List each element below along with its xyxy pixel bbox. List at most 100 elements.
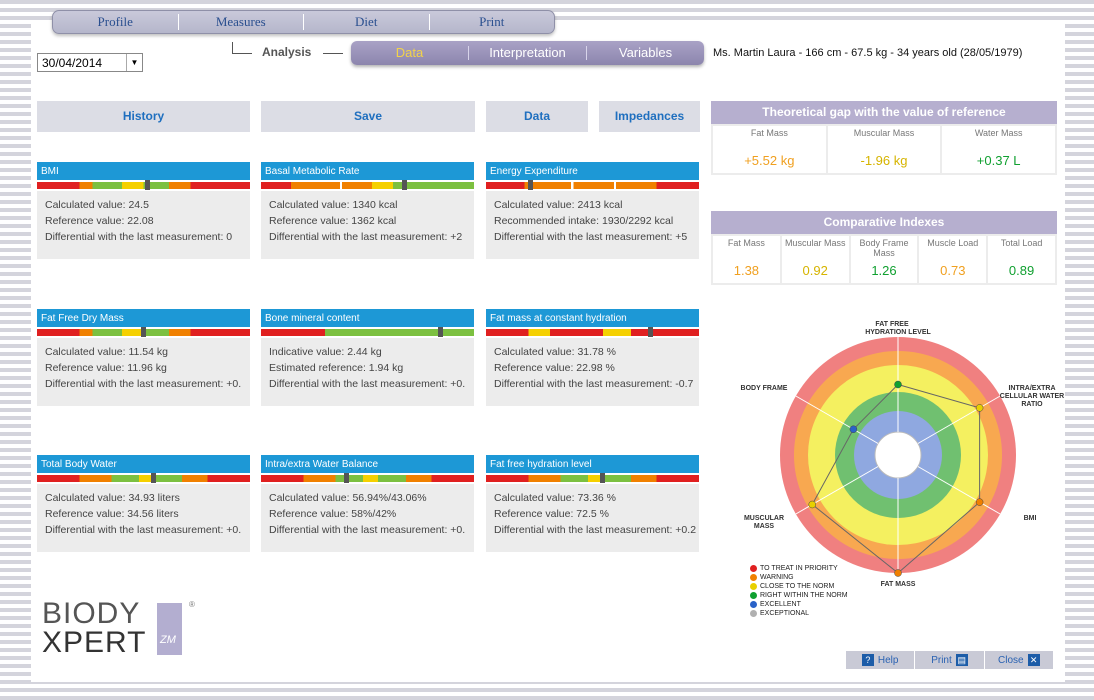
analysis-connector: [232, 42, 252, 54]
card-line-3: Differential with the last measurement: …: [494, 376, 691, 392]
index-body-frame-mass: Body Frame Mass 1.26: [851, 236, 918, 283]
card-line-1: Calculated value: 1340 kcal: [269, 197, 466, 213]
save-button[interactable]: Save: [261, 101, 475, 132]
card-line-1: Calculated value: 11.54 kg: [45, 344, 242, 360]
menu-measures[interactable]: Measures: [179, 14, 305, 30]
menu-profile[interactable]: Profile: [53, 14, 179, 30]
card-text: Calculated value: 24.5 Reference value: 2…: [37, 191, 250, 251]
index-fat-mass: Fat Mass 1.38: [713, 236, 780, 283]
legend-dot: [750, 610, 757, 617]
card-gauge: [37, 180, 250, 191]
radar-point: [976, 404, 983, 411]
card-gauge: [261, 180, 474, 191]
card-gauge: [486, 180, 699, 191]
axis-label-fat-mass: FAT MASS: [881, 581, 916, 588]
card-title: Basal Metabolic Rate: [261, 162, 474, 180]
legend-item: CLOSE TO THE NORM: [750, 582, 848, 591]
date-select[interactable]: 30/04/2014 ▼: [37, 53, 143, 72]
card-title: Total Body Water: [37, 455, 250, 473]
history-button[interactable]: History: [37, 101, 250, 132]
card-line-2: Estimated reference: 1.94 kg: [269, 360, 466, 376]
chevron-down-icon[interactable]: ▼: [126, 54, 142, 71]
gap-water-mass: Water Mass +0.37 L: [942, 126, 1055, 173]
card-text: Calculated value: 2413 kcal Recommended i…: [486, 191, 699, 251]
legend-item: RIGHT WITHIN THE NORM: [750, 591, 848, 600]
card-line-3: Differential with the last measurement: …: [494, 522, 691, 538]
card-line-3: Differential with the last measurement: …: [269, 522, 466, 538]
card-line-2: Reference value: 1362 kcal: [269, 213, 466, 229]
impedances-button[interactable]: Impedances: [599, 101, 700, 132]
card-text: Calculated value: 56.94%/43.06% Reference…: [261, 484, 474, 544]
card-line-2: Reference value: 72.5 %: [494, 506, 691, 522]
legend-dot: [750, 592, 757, 599]
help-icon: ?: [862, 654, 874, 666]
tab-variables[interactable]: Variables: [587, 46, 704, 60]
card-text: Calculated value: 34.93 liters Reference …: [37, 484, 250, 544]
axis-label-body-frame: BODY FRAME: [741, 385, 788, 392]
measure-card: Energy Expenditure Calculated value: 2413…: [486, 162, 699, 259]
card-line-3: Differential with the last measurement: …: [269, 376, 466, 392]
card-text: Indicative value: 2.44 kg Estimated refer…: [261, 338, 474, 398]
gauge-marker: [151, 473, 156, 483]
card-line-2: Reference value: 58%/42%: [269, 506, 466, 522]
bottom-toolbar: ? Help Print ▤ Close ✕: [846, 651, 1053, 669]
radar-point: [809, 501, 816, 508]
card-title: Intra/extra Water Balance: [261, 455, 474, 473]
card-line-2: Reference value: 11.96 kg: [45, 360, 242, 376]
card-line-2: Reference value: 22.08: [45, 213, 242, 229]
legend-dot: [750, 565, 757, 572]
card-title: Fat mass at constant hydration: [486, 309, 699, 327]
index-muscle-load: Muscle Load 0.73: [919, 236, 986, 283]
measure-card: Fat Free Dry Mass Calculated value: 11.54…: [37, 309, 250, 406]
card-title: Bone mineral content: [261, 309, 474, 327]
measure-card: Total Body Water Calculated value: 34.93 …: [37, 455, 250, 552]
gauge-marker: [344, 473, 349, 483]
radar-point: [850, 426, 857, 433]
measure-card: Fat mass at constant hydration Calculated…: [486, 309, 699, 406]
radar-point: [895, 381, 902, 388]
radar-point: [976, 499, 983, 506]
close-button[interactable]: Close ✕: [985, 651, 1053, 669]
axis-label-bmi: BMI: [1024, 515, 1037, 522]
data-button[interactable]: Data: [486, 101, 588, 132]
legend-dot: [750, 574, 757, 581]
index-total-load: Total Load 0.89: [988, 236, 1055, 283]
card-gauge: [37, 473, 250, 484]
menu-diet[interactable]: Diet: [304, 14, 430, 30]
measure-card: Bone mineral content Indicative value: 2.…: [261, 309, 474, 406]
legend-dot: [750, 601, 757, 608]
card-title: Fat free hydration level: [486, 455, 699, 473]
radar-point: [895, 570, 902, 577]
card-line-3: Differential with the last measurement: …: [494, 229, 691, 245]
legend-item: TO TREAT IN PRIORITY: [750, 564, 848, 573]
card-line-1: Calculated value: 31.78 %: [494, 344, 691, 360]
measure-card: Basal Metabolic Rate Calculated value: 13…: [261, 162, 474, 259]
card-gauge: [261, 473, 474, 484]
print-button[interactable]: Print ▤: [915, 651, 984, 669]
card-line-3: Differential with the last measurement: …: [45, 376, 242, 392]
card-line-3: Differential with the last measurement: …: [45, 522, 242, 538]
help-button[interactable]: ? Help: [846, 651, 915, 669]
axis-label-muscular-mass: MUSCULAR MASS: [744, 515, 784, 530]
gap-muscular-mass: Muscular Mass -1.96 kg: [828, 126, 941, 173]
card-text: Calculated value: 11.54 kg Reference valu…: [37, 338, 250, 398]
print-icon: ▤: [956, 654, 968, 666]
analysis-connector-2: [323, 53, 343, 54]
index-panel-title: Comparative Indexes: [711, 211, 1057, 234]
top-menu: Profile Measures Diet Print: [52, 10, 555, 34]
menu-print[interactable]: Print: [430, 14, 555, 30]
measure-card: Intra/extra Water Balance Calculated valu…: [261, 455, 474, 552]
gauge-marker: [648, 327, 653, 337]
gauge-marker: [528, 180, 533, 190]
card-gauge: [37, 327, 250, 338]
axis-label-hydration: FAT FREE HYDRATION LEVEL: [865, 321, 931, 336]
card-title: Fat Free Dry Mass: [37, 309, 250, 327]
radar-legend: TO TREAT IN PRIORITY WARNING CLOSE TO THE …: [750, 564, 848, 618]
card-text: Calculated value: 31.78 % Reference value…: [486, 338, 699, 398]
tab-interpretation[interactable]: Interpretation: [469, 46, 587, 60]
card-line-2: Reference value: 22.98 %: [494, 360, 691, 376]
card-line-2: Reference value: 34.56 liters: [45, 506, 242, 522]
measure-card: BMI Calculated value: 24.5 Reference value…: [37, 162, 250, 259]
legend-item: EXCELLENT: [750, 600, 848, 609]
tab-data[interactable]: Data: [351, 46, 469, 60]
